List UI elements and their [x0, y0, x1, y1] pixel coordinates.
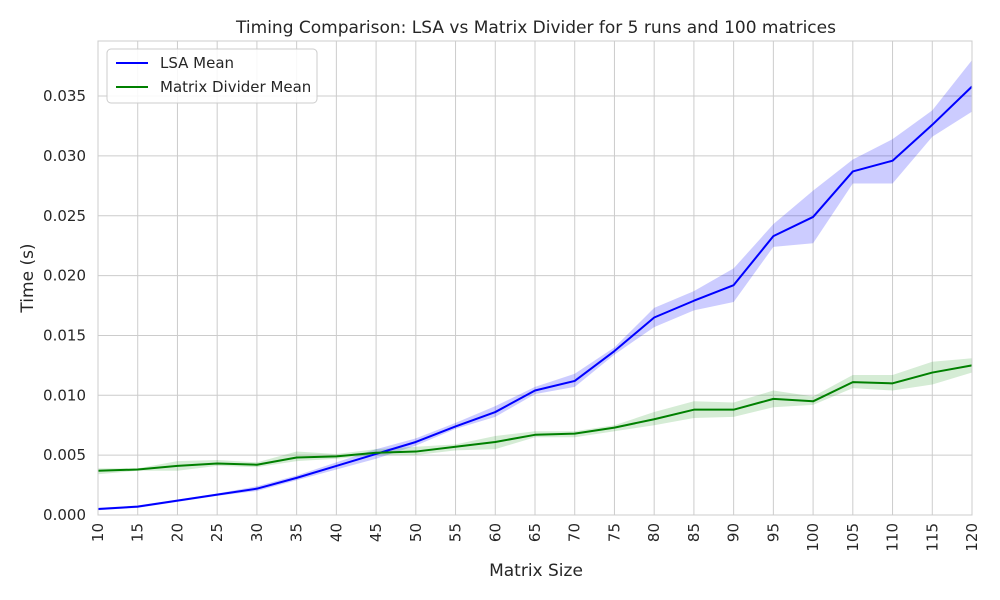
- x-tick-label: 105: [844, 523, 862, 552]
- x-tick-label: 80: [645, 523, 663, 542]
- x-tick-label: 120: [963, 523, 981, 552]
- legend-box: [106, 48, 318, 104]
- y-tick-label: 0.025: [43, 207, 86, 225]
- x-tick-label: 20: [168, 523, 186, 542]
- series-lines: [97, 85, 973, 511]
- y-axis-title: Time (s): [18, 243, 38, 313]
- grid: [97, 41, 973, 516]
- x-tick-label: 65: [526, 523, 544, 542]
- x-tick-label: 15: [129, 523, 147, 542]
- x-tick-label: 25: [208, 523, 226, 542]
- legend-label-matrix-divider: Matrix Divider Mean: [160, 78, 311, 96]
- x-tick-label: 100: [804, 523, 822, 552]
- x-tick-label: 55: [447, 523, 465, 542]
- x-tick-label: 30: [248, 523, 266, 542]
- confidence-bands: [98, 60, 972, 511]
- x-tick-label: 35: [288, 523, 306, 542]
- y-tick-label: 0.020: [43, 267, 86, 285]
- y-tick-label: 0.000: [43, 506, 86, 524]
- band-series-1: [98, 358, 972, 475]
- x-axis-ticks: 10 15 20 25 30 35 40 45 50 55 60 65 70 75 80 85 90 95 100 1…: [89, 523, 981, 552]
- y-tick-label: 0.010: [43, 386, 86, 404]
- legend: LSA Mean Matrix Divider Mean: [106, 48, 318, 104]
- x-tick-label: 10: [89, 523, 107, 542]
- legend-label-lsa: LSA Mean: [160, 54, 234, 72]
- y-tick-label: 0.005: [43, 446, 86, 464]
- x-tick-label: 60: [486, 523, 504, 542]
- x-tick-label: 45: [367, 523, 385, 542]
- x-tick-label: 85: [685, 523, 703, 542]
- plot-frame: [97, 40, 973, 516]
- y-tick-label: 0.015: [43, 326, 86, 344]
- x-tick-label: 70: [566, 523, 584, 542]
- x-tick-label: 40: [327, 523, 345, 542]
- x-axis-title: Matrix Size: [489, 561, 583, 581]
- x-tick-label: 110: [884, 523, 902, 552]
- x-tick-label: 90: [725, 523, 743, 542]
- x-tick-label: 95: [764, 523, 782, 542]
- y-tick-label: 0.035: [43, 87, 86, 105]
- x-tick-label: 75: [605, 523, 623, 542]
- x-tick-label: 115: [923, 523, 941, 552]
- chart-title: Timing Comparison: LSA vs Matrix Divider…: [235, 18, 836, 38]
- y-tick-label: 0.030: [43, 147, 86, 165]
- x-tick-label: 50: [407, 523, 425, 542]
- y-axis-ticks: 0.000 0.005 0.010 0.015 0.020 0.025 0.030 0.035: [43, 87, 86, 524]
